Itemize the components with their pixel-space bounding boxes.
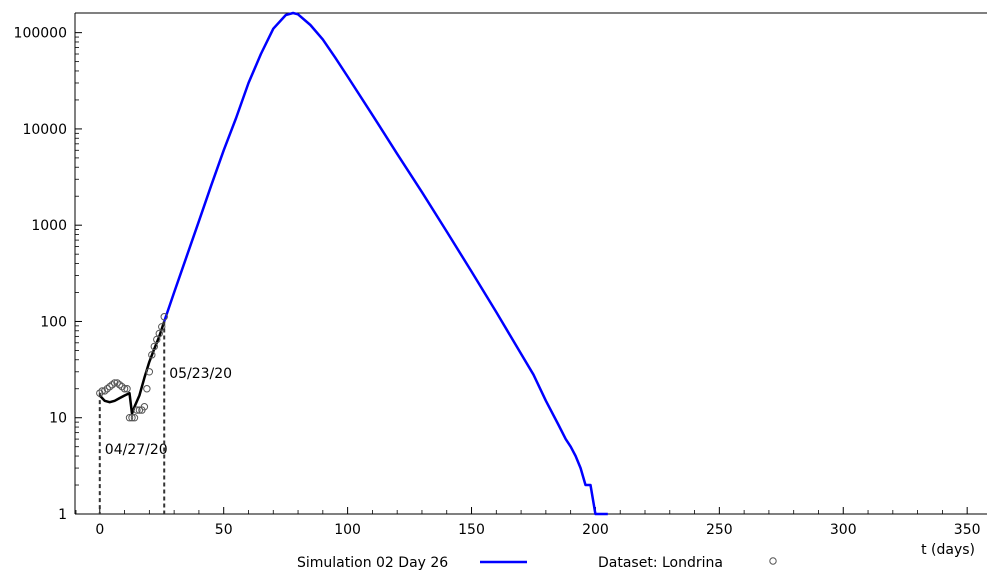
data-point — [103, 385, 111, 393]
data-point — [140, 403, 149, 411]
data-point — [101, 387, 109, 395]
x-tick-label: 300 — [830, 522, 857, 538]
data-point — [128, 414, 136, 422]
x-tick-label: 350 — [954, 522, 981, 538]
data-point — [155, 329, 163, 338]
data-point — [158, 323, 166, 331]
y-axis: 1 10 100 1000 10000 100000 — [14, 26, 82, 523]
legend-label-dataset: Dataset: Londrina — [598, 555, 723, 570]
data-point — [160, 313, 168, 321]
date-annotation: 05/23/20 — [169, 366, 232, 382]
data-point — [110, 379, 119, 387]
x-tick-label: 100 — [334, 522, 361, 538]
data-point — [123, 385, 131, 393]
x-tick-label: 50 — [215, 522, 233, 538]
data-point — [153, 335, 161, 344]
data-point — [150, 342, 159, 351]
x-tick-label: 200 — [582, 522, 609, 538]
data-point — [105, 383, 114, 391]
date-annotation: 04/27/20 — [105, 442, 168, 458]
annotations: 04/27/20 05/23/20 — [98, 321, 232, 514]
data-point — [120, 385, 129, 393]
data-point — [115, 381, 124, 389]
y-tick-label: 10000 — [22, 122, 67, 138]
x-tick-label: 250 — [706, 522, 733, 538]
data-point — [143, 385, 151, 393]
simulation-line — [163, 11, 608, 516]
y-tick-label: 100 — [40, 314, 67, 330]
plot-frame — [74, 12, 987, 515]
data-point — [135, 406, 144, 414]
data-point — [125, 414, 134, 422]
x-tick-label: 150 — [458, 522, 485, 538]
y-tick-label: 100000 — [14, 26, 67, 42]
series-layer — [96, 11, 608, 516]
legend: Simulation 02 Day 26 Dataset: Londrina — [297, 555, 777, 570]
data-point — [118, 383, 126, 391]
x-axis: 0 50 100 150 200 250 300 350 — [75, 507, 981, 538]
fit-line — [98, 321, 166, 415]
data-point — [130, 414, 139, 422]
data-point — [145, 368, 154, 376]
legend-swatch-dataset — [769, 557, 777, 565]
x-axis-label: t (days) — [921, 542, 975, 558]
legend-label-simulation: Simulation 02 Day 26 — [297, 555, 448, 570]
data-point — [148, 351, 156, 359]
x-tick-label: 0 — [95, 522, 104, 538]
data-point — [98, 387, 106, 395]
data-point — [133, 406, 141, 414]
y-tick-label: 10 — [49, 411, 67, 427]
y-tick-label: 1000 — [31, 218, 67, 234]
y-tick-label: 1 — [58, 507, 67, 523]
